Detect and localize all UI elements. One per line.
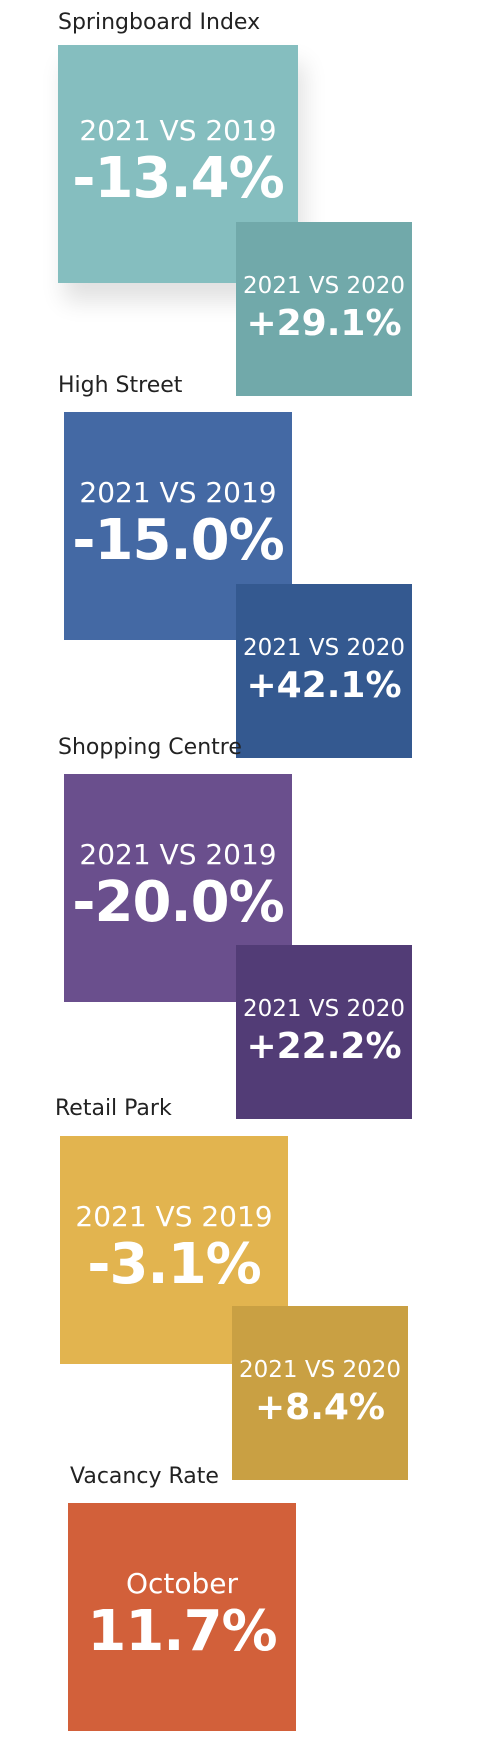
springboard-2019-value: -13.4%	[72, 146, 285, 212]
shopping-centre-2019-box: 2021 VS 2019 -20.0%	[64, 774, 292, 1002]
vacancy-rate-title: Vacancy Rate	[70, 1464, 219, 1489]
high-street-2020-label: 2021 VS 2020	[242, 634, 406, 661]
retail-park-2019-label: 2021 VS 2019	[75, 1200, 273, 1234]
shopping-centre-2019-value: -20.0%	[72, 870, 285, 936]
vacancy-rate-label: October	[125, 1567, 239, 1601]
shopping-centre-2020-label: 2021 VS 2020	[242, 995, 406, 1022]
retail-park-2020-value: +8.4%	[254, 1386, 385, 1428]
high-street-2019-label: 2021 VS 2019	[79, 476, 277, 510]
springboard-2020-label: 2021 VS 2020	[242, 272, 406, 299]
retail-park-2020-box: 2021 VS 2020 +8.4%	[232, 1306, 408, 1480]
springboard-title: Springboard Index	[58, 10, 261, 35]
shopping-centre-2020-box: 2021 VS 2020 +22.2%	[236, 945, 412, 1119]
springboard-2020-box: 2021 VS 2020 +29.1%	[236, 222, 412, 396]
springboard-2019-box: 2021 VS 2019 -13.4%	[58, 45, 298, 283]
high-street-2020-value: +42.1%	[246, 664, 402, 706]
high-street-2019-value: -15.0%	[72, 508, 285, 574]
vacancy-rate-box: October 11.7%	[68, 1503, 296, 1731]
springboard-2020-value: +29.1%	[246, 302, 402, 344]
shopping-centre-2020-value: +22.2%	[246, 1025, 402, 1067]
springboard-2019-label: 2021 VS 2019	[79, 114, 277, 148]
shopping-centre-2019-label: 2021 VS 2019	[79, 838, 277, 872]
retail-park-title: Retail Park	[55, 1096, 172, 1121]
retail-park-2019-box: 2021 VS 2019 -3.1%	[60, 1136, 288, 1364]
high-street-title: High Street	[58, 373, 183, 398]
retail-park-2020-label: 2021 VS 2020	[238, 1356, 402, 1383]
high-street-2020-box: 2021 VS 2020 +42.1%	[236, 584, 412, 758]
shopping-centre-title: Shopping Centre	[58, 735, 242, 760]
vacancy-rate-value: 11.7%	[87, 1599, 277, 1665]
retail-park-2019-value: -3.1%	[87, 1232, 262, 1298]
